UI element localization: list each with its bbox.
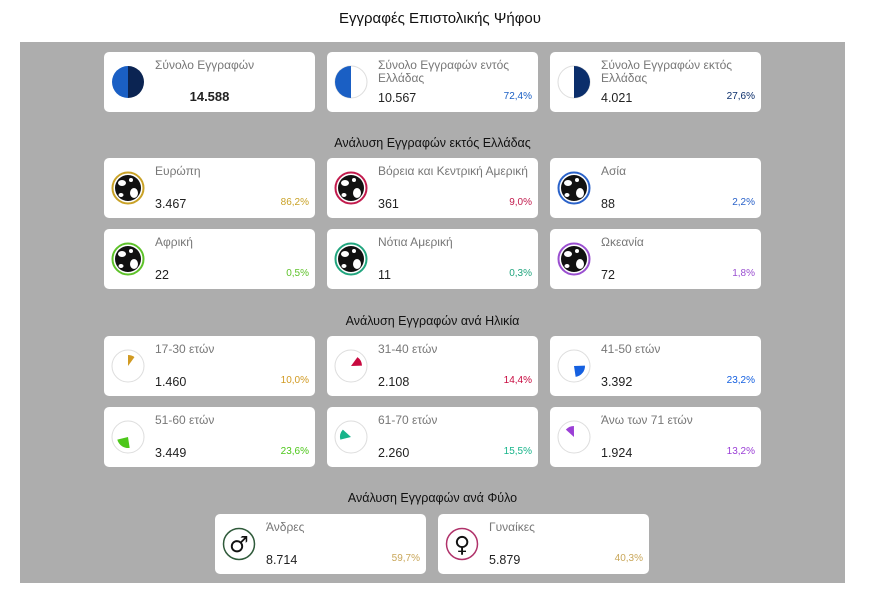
- page-title: Εγγραφές Επιστολικής Ψήφου: [339, 10, 541, 27]
- gender-heading: Ανάλυση Εγγραφών ανά Φύλο: [347, 491, 518, 505]
- card-value: 2.108: [378, 375, 410, 389]
- card-label: 17-30 ετών: [155, 342, 215, 356]
- gender-card: ♀ Γυναίκες 5.879 40,3%: [438, 514, 649, 574]
- svg-text:♂: ♂: [229, 533, 249, 558]
- card-value: 3.449: [155, 446, 187, 460]
- male-icon: ♂: [222, 527, 256, 561]
- card-label: 31-40 ετών: [378, 342, 438, 356]
- age-card: 41-50 ετών 3.392 23,2%: [550, 336, 761, 396]
- card-value: 2.260: [378, 446, 410, 460]
- pie-icon: [111, 420, 145, 454]
- card-value: 72: [601, 268, 615, 282]
- pie-slice: [351, 357, 362, 366]
- card-label: 41-50 ετών: [601, 342, 661, 356]
- globe-icon: [111, 171, 145, 205]
- ages-heading: Ανάλυση Εγγραφών ανά Ηλικία: [345, 314, 520, 328]
- pie-slice: [340, 429, 351, 440]
- total-card: Σύνολο Εγγραφών εντός Ελλάδας 10.567 72,…: [327, 52, 538, 112]
- card-percent: 2,2%: [732, 197, 755, 208]
- globe-icon: [334, 242, 368, 276]
- card-label: 51-60 ετών: [155, 413, 215, 427]
- card-label: 61-70 ετών: [378, 413, 438, 427]
- card-percent: 10,0%: [280, 375, 309, 386]
- card-percent: 59,7%: [391, 553, 420, 564]
- card-label: Σύνολο Εγγραφών: [155, 58, 255, 72]
- card-value: 88: [601, 197, 615, 211]
- card-percent: 27,6%: [726, 91, 755, 102]
- card-percent: 0,5%: [286, 268, 309, 279]
- card-value: 22: [155, 268, 169, 282]
- card-label: Σύνολο Εγγραφών εκτός Ελλάδας: [601, 58, 733, 85]
- pie-icon: [334, 420, 368, 454]
- card-value: 4.021: [601, 91, 633, 105]
- age-card: 17-30 ετών 1.460 10,0%: [104, 336, 315, 396]
- card-percent: 14,4%: [503, 375, 532, 386]
- card-label: Σύνολο Εγγραφών εντός Ελλάδας: [378, 58, 510, 85]
- regions-heading: Ανάλυση Εγγραφών εκτός Ελλάδας: [334, 136, 531, 150]
- pie-icon: [111, 349, 145, 383]
- card-percent: 86,2%: [280, 197, 309, 208]
- card-label: Ευρώπη: [155, 164, 201, 178]
- card-label: Άνω των 71 ετών: [601, 413, 693, 427]
- pie-slice: [574, 365, 585, 377]
- gender-card: ♂ Άνδρες 8.714 59,7%: [215, 514, 426, 574]
- card-label: Νότια Αμερική: [378, 235, 453, 249]
- total-card: Σύνολο Εγγραφών 14.588: [104, 52, 315, 112]
- card-percent: 13,2%: [726, 446, 755, 457]
- card-value: 3.467: [155, 197, 187, 211]
- card-label: Γυναίκες: [489, 520, 535, 534]
- card-value: 361: [378, 197, 399, 211]
- age-card: 61-70 ετών 2.260 15,5%: [327, 407, 538, 467]
- card-percent: 0,3%: [509, 268, 532, 279]
- globe-icon: [111, 242, 145, 276]
- age-card: Άνω των 71 ετών 1.924 13,2%: [550, 407, 761, 467]
- globe-icon: [557, 171, 591, 205]
- card-label: Βόρεια και Κεντρική Αμερική: [378, 164, 528, 178]
- card-value: 14.588: [189, 89, 230, 104]
- age-card: 31-40 ετών 2.108 14,4%: [327, 336, 538, 396]
- female-icon: ♀: [445, 527, 479, 561]
- region-card: Αφρική 22 0,5%: [104, 229, 315, 289]
- card-label: Ωκεανία: [601, 235, 644, 249]
- card-percent: 40,3%: [614, 553, 643, 564]
- card-percent: 9,0%: [509, 197, 532, 208]
- total-card: Σύνολο Εγγραφών εκτός Ελλάδας 4.021 27,6…: [550, 52, 761, 112]
- card-percent: 72,4%: [503, 91, 532, 102]
- region-card: Νότια Αμερική 11 0,3%: [327, 229, 538, 289]
- card-value: 10.567: [378, 91, 417, 105]
- card-value: 5.879: [489, 553, 521, 567]
- card-value: 1.460: [155, 375, 187, 389]
- card-label: Ασία: [601, 164, 627, 178]
- dashboard-panel: Ανάλυση Εγγραφών εκτός Ελλάδας Ανάλυση Ε…: [20, 42, 845, 583]
- svg-text:♀: ♀: [454, 533, 470, 558]
- card-percent: 23,6%: [280, 446, 309, 457]
- globe-icon: [557, 242, 591, 276]
- card-value: 11: [378, 268, 391, 282]
- region-card: Ασία 88 2,2%: [550, 158, 761, 218]
- pie-slice: [128, 355, 135, 366]
- pie-icon: [334, 349, 368, 383]
- card-value: 1.924: [601, 446, 633, 460]
- half-circle-left-icon: [334, 65, 368, 99]
- region-card: Ευρώπη 3.467 86,2%: [104, 158, 315, 218]
- card-percent: 23,2%: [726, 375, 755, 386]
- globe-icon: [334, 171, 368, 205]
- half-circle-right-icon: [557, 65, 591, 99]
- card-value: 3.392: [601, 375, 633, 389]
- card-label: Άνδρες: [266, 520, 305, 534]
- card-percent: 15,5%: [503, 446, 532, 457]
- pie-icon: [557, 420, 591, 454]
- pie-slice: [565, 426, 574, 437]
- region-card: Ωκεανία 72 1,8%: [550, 229, 761, 289]
- pie-slice: [117, 437, 130, 448]
- card-percent: 1,8%: [732, 268, 755, 279]
- age-card: 51-60 ετών 3.449 23,6%: [104, 407, 315, 467]
- half-circle-full-icon: [111, 65, 145, 99]
- card-label: Αφρική: [155, 235, 193, 249]
- region-card: Βόρεια και Κεντρική Αμερική 361 9,0%: [327, 158, 538, 218]
- pie-icon: [557, 349, 591, 383]
- card-value: 8.714: [266, 553, 298, 567]
